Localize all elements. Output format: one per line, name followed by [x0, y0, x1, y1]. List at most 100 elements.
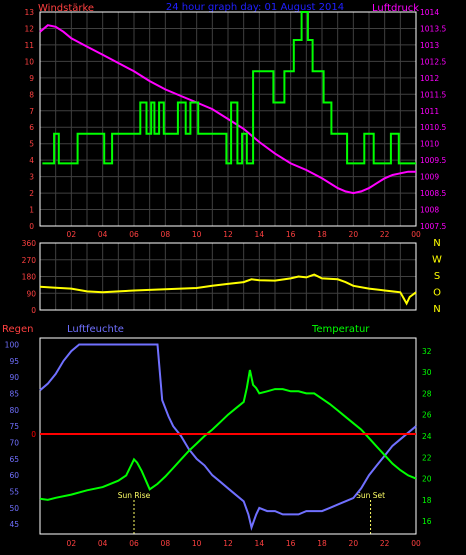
- wind-axis-tick-label: 4: [29, 156, 34, 165]
- x-axis-tick-label: 08: [161, 539, 171, 548]
- humidity-series-line: [39, 343, 417, 532]
- wind-axis-tick-label: 9: [29, 74, 34, 83]
- wind-axis-tick-label: 3: [29, 173, 34, 182]
- humidity-axis-tick-label: 85: [9, 390, 19, 399]
- pressure-axis-tick-label: 1012: [420, 74, 439, 83]
- pressure-axis-tick-label: 1012.5: [420, 57, 446, 66]
- pressure-title: Luftdruck: [372, 3, 419, 14]
- temperature-axis-tick-label: 28: [422, 389, 432, 398]
- humidity-axis-tick-label: 55: [9, 488, 19, 497]
- x-axis-tick-label: 20: [349, 230, 359, 239]
- x-axis-tick-label: 14: [255, 539, 265, 548]
- x-axis-tick-label: 12: [223, 230, 233, 239]
- temperature-axis-tick-label: 30: [422, 368, 432, 377]
- wind-axis-tick-label: 2: [29, 189, 34, 198]
- direction-compass-label: S: [434, 271, 440, 282]
- x-axis-tick-label: 16: [286, 539, 296, 548]
- humidity-axis-tick-label: 65: [9, 455, 19, 464]
- temperature-title: Temperatur: [311, 324, 370, 335]
- direction-compass-label: N: [433, 304, 440, 315]
- wind-axis-tick-label: 7: [29, 107, 34, 116]
- sun-event-label: Sun Set: [356, 491, 385, 500]
- pressure-axis-tick-label: 1007.5: [420, 222, 446, 231]
- direction-compass-label: O: [433, 288, 441, 299]
- rain-axis-tick-label: 0: [31, 430, 36, 439]
- x-axis-tick-label: 06: [129, 230, 139, 239]
- x-axis-tick-label: 12: [223, 539, 233, 548]
- direction-axis-tick-label: 90: [26, 289, 36, 298]
- wind-axis-tick-label: 1: [29, 206, 34, 215]
- direction-axis-tick-label: 0: [31, 306, 36, 315]
- rain-title: Regen: [2, 324, 34, 335]
- x-axis-tick-label: 18: [317, 539, 327, 548]
- sun-event-label: Sun Rise: [118, 491, 151, 500]
- wind-axis-tick-label: 10: [24, 57, 34, 66]
- x-axis-tick-label: 02: [67, 539, 77, 548]
- x-axis-tick-label: 00: [411, 230, 421, 239]
- temperature-axis-tick-label: 18: [422, 496, 432, 505]
- humidity-title: Luftfeuchte: [67, 324, 124, 335]
- pressure-axis-tick-label: 1010.5: [420, 123, 446, 132]
- x-axis-tick-label: 00: [411, 539, 421, 548]
- x-axis-tick-label: 20: [349, 539, 359, 548]
- temperature-axis-tick-label: 26: [422, 411, 432, 420]
- humidity-axis-tick-label: 75: [9, 422, 19, 431]
- pressure-axis-tick-label: 1011: [420, 107, 439, 116]
- pressure-axis-tick-label: 1013.5: [420, 24, 446, 33]
- wind-speed-series-line: [42, 11, 416, 165]
- humidity-axis-tick-label: 95: [9, 357, 19, 366]
- x-axis-tick-label: 02: [67, 230, 77, 239]
- wind-axis-tick-label: 0: [29, 222, 34, 231]
- humidity-axis-tick-label: 100: [5, 341, 20, 350]
- temperature-axis-tick-label: 32: [422, 347, 432, 356]
- x-axis-tick-label: 04: [98, 539, 108, 548]
- x-axis-tick-label: 14: [255, 230, 265, 239]
- humidity-axis-tick-label: 60: [9, 471, 19, 480]
- wind-pressure-frame: [39, 11, 417, 227]
- humidity-axis-tick-label: 70: [9, 439, 19, 448]
- direction-axis-tick-label: 360: [22, 239, 37, 248]
- temperature-axis-tick-label: 16: [422, 517, 432, 526]
- pressure-axis-tick-label: 1009: [420, 173, 439, 182]
- pressure-axis-tick-label: 1009.5: [420, 156, 446, 165]
- x-axis-tick-label: 04: [98, 230, 108, 239]
- chart-date-title: 24 hour graph day: 01 August 2014: [166, 2, 344, 13]
- temperature-axis-tick-label: 20: [422, 475, 432, 484]
- rain-humidity-temp-frame: [39, 337, 417, 535]
- wind-direction-frame: [39, 242, 417, 311]
- wind-axis-tick-label: 11: [24, 41, 34, 50]
- pressure-axis-tick-label: 1011.5: [420, 90, 446, 99]
- x-axis-tick-label: 22: [380, 539, 390, 548]
- x-axis-tick-label: 18: [317, 230, 327, 239]
- pressure-axis-tick-label: 1008: [420, 206, 439, 215]
- direction-compass-label: N: [433, 238, 440, 249]
- humidity-axis-tick-label: 90: [9, 373, 19, 382]
- direction-axis-tick-label: 180: [22, 273, 37, 282]
- wind-axis-tick-label: 13: [24, 8, 34, 17]
- pressure-axis-tick-label: 1010: [420, 140, 439, 149]
- pressure-axis-tick-label: 1013: [420, 41, 439, 50]
- wind-axis-tick-label: 5: [29, 140, 34, 149]
- temperature-series-line: [39, 369, 417, 501]
- temperature-axis-tick-label: 22: [422, 453, 432, 462]
- humidity-axis-tick-label: 45: [9, 520, 19, 529]
- wind-axis-tick-label: 12: [24, 24, 34, 33]
- x-axis-tick-label: 16: [286, 230, 296, 239]
- temperature-axis-tick-label: 24: [422, 432, 432, 441]
- wind-axis-tick-label: 8: [29, 90, 34, 99]
- humidity-axis-tick-label: 80: [9, 406, 19, 415]
- direction-compass-label: W: [432, 255, 442, 266]
- x-axis-tick-label: 08: [161, 230, 171, 239]
- x-axis-tick-label: 22: [380, 230, 390, 239]
- humidity-axis-tick-label: 50: [9, 504, 19, 513]
- pressure-series-line: [39, 24, 416, 195]
- pressure-axis-tick-label: 1008.5: [420, 189, 446, 198]
- wind-axis-tick-label: 6: [29, 123, 34, 132]
- wind-direction-series-line: [39, 273, 417, 306]
- direction-axis-tick-label: 270: [22, 256, 37, 265]
- x-axis-tick-label: 06: [129, 539, 139, 548]
- x-axis-tick-label: 10: [192, 539, 202, 548]
- wind-speed-title: Windstärke: [38, 3, 94, 14]
